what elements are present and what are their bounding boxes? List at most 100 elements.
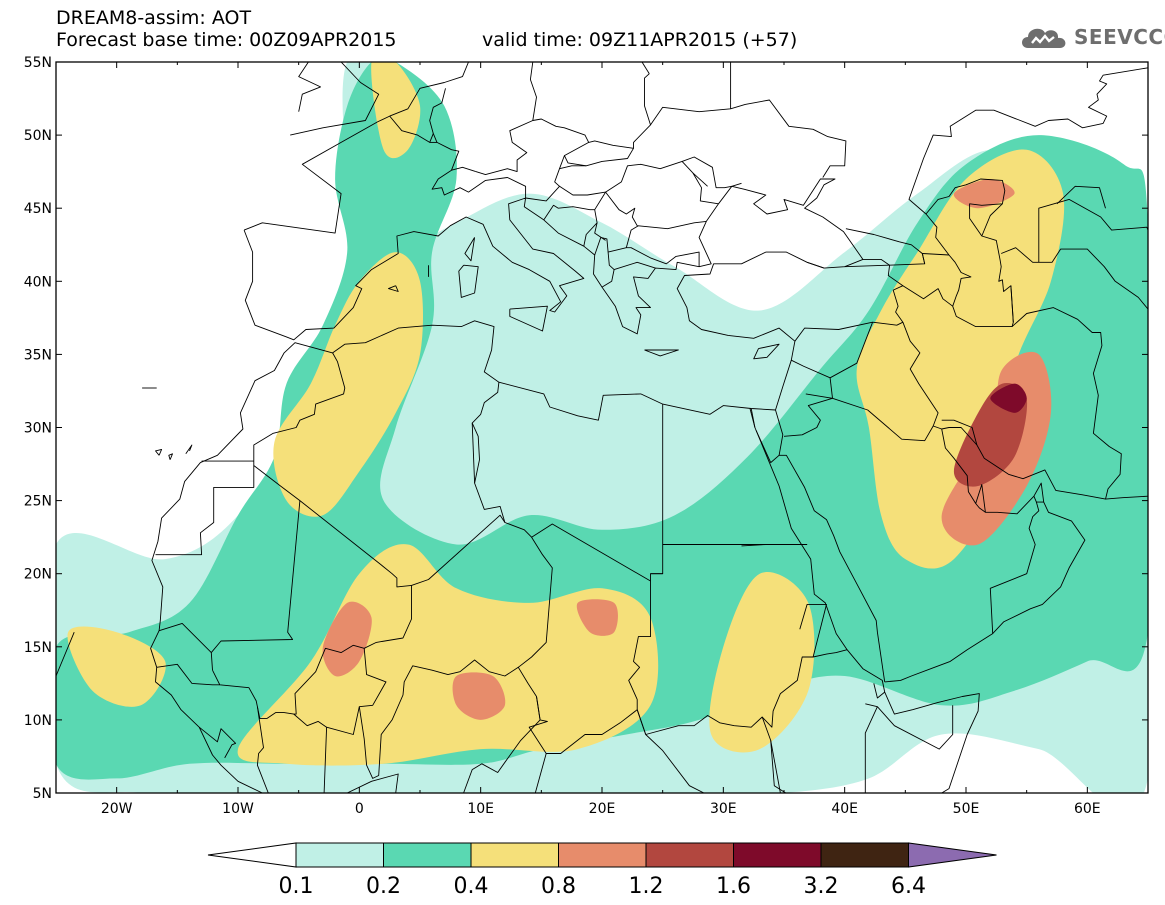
logo-text: SEEVCCC — [1074, 25, 1165, 49]
border-line — [844, 228, 926, 268]
colorbar-over-triangle — [908, 842, 997, 868]
border-line — [681, 156, 732, 189]
border-line — [158, 622, 212, 653]
aot-region-level-3 — [237, 544, 659, 766]
border-line — [806, 261, 825, 269]
border-line — [150, 178, 864, 793]
border-line — [429, 88, 446, 134]
border-line — [601, 269, 615, 288]
colorbar-box — [645, 842, 734, 868]
border-line — [892, 285, 953, 430]
border-line — [1011, 307, 1122, 500]
border-line — [644, 349, 679, 357]
border-line — [829, 377, 833, 399]
lon-tick-label: 0 — [355, 801, 364, 817]
border-line — [475, 73, 651, 176]
border-line — [155, 465, 255, 556]
border-line — [749, 408, 756, 428]
seevccc-logo: SEEVCCC — [1018, 22, 1165, 52]
lon-tick-label: 10E — [467, 801, 494, 817]
border-line — [594, 222, 606, 241]
border-line — [358, 659, 541, 793]
border-line — [908, 67, 1148, 215]
border-line — [1010, 285, 1014, 323]
lat-tick-label: 15N — [24, 640, 52, 656]
border-line — [155, 448, 163, 456]
country-borders — [56, 62, 1148, 793]
border-line — [156, 663, 220, 686]
border-line — [799, 603, 827, 658]
border-line — [636, 649, 848, 735]
border-line — [641, 62, 650, 74]
aot-shading — [56, 62, 1148, 793]
border-line — [554, 148, 634, 187]
colorbar-label: 0.2 — [366, 874, 401, 899]
border-line — [884, 427, 1148, 683]
border-line — [509, 305, 548, 332]
forecast-base-time: Forecast base time: 00Z09APR2015 — [56, 29, 397, 51]
aot-region-level-3 — [67, 626, 166, 707]
aot-region-level-4 — [452, 672, 506, 720]
border-line — [873, 683, 885, 699]
border-line — [865, 703, 954, 750]
lon-tick-label: 20W — [101, 801, 133, 817]
lon-tick-label: 20E — [589, 801, 616, 817]
lon-tick-label: 40E — [831, 801, 858, 817]
aot-region-level-2 — [56, 62, 1148, 780]
border-line — [210, 500, 301, 671]
border-line — [432, 133, 460, 171]
border-line — [753, 343, 780, 360]
lat-tick-label: 55N — [24, 55, 52, 71]
lat-tick-label: 50N — [24, 128, 52, 144]
border-line — [536, 696, 541, 720]
border-line — [605, 160, 719, 230]
border-line — [326, 648, 387, 735]
border-line — [989, 501, 1044, 634]
lat-tick-label: 10N — [24, 713, 52, 729]
border-line — [471, 423, 476, 484]
colorbar: 0.1 0.2 0.4 0.8 1.2 1.6 3.2 6.4 — [207, 842, 997, 899]
border-line — [1056, 185, 1106, 209]
border-line — [389, 115, 434, 143]
colorbar-box — [383, 842, 472, 868]
colorbar-box — [470, 842, 559, 868]
cloud-icon — [1022, 28, 1066, 48]
lon-tick-label: 30E — [710, 801, 737, 817]
lat-tick-label: 30N — [24, 421, 52, 437]
border-line — [770, 740, 788, 793]
border-line — [864, 706, 878, 793]
lat-tick-label: 35N — [24, 347, 52, 363]
border-line — [529, 62, 537, 121]
border-line — [741, 544, 808, 547]
colorbar-under-triangle — [207, 842, 297, 868]
border-line — [464, 237, 476, 262]
border-line — [185, 444, 193, 455]
border-line — [925, 178, 1014, 328]
border-line — [607, 247, 700, 271]
border-line — [256, 706, 269, 793]
lon-tick-label: 60E — [1074, 801, 1101, 817]
border-line — [534, 753, 547, 793]
lon-tick-label: 50E — [953, 801, 980, 817]
border-line — [692, 172, 708, 187]
border-line — [56, 632, 75, 677]
border-line — [594, 236, 609, 256]
colorbar-label: 6.4 — [891, 874, 926, 899]
border-line — [981, 203, 1003, 237]
border-line — [212, 669, 328, 793]
border-line — [253, 352, 412, 588]
border-line — [528, 709, 638, 754]
border-line — [518, 536, 553, 668]
border-line — [298, 62, 321, 112]
colorbar-box — [733, 842, 822, 868]
border-line — [862, 258, 904, 287]
border-line — [168, 453, 173, 460]
colorbar-box — [820, 842, 909, 868]
border-line — [411, 514, 506, 586]
border-line — [198, 726, 237, 759]
lon-tick-label: 10W — [222, 801, 254, 817]
border-line — [543, 204, 595, 221]
border-line — [941, 419, 978, 446]
map-title: DREAM8-assim: AOT — [56, 7, 252, 29]
